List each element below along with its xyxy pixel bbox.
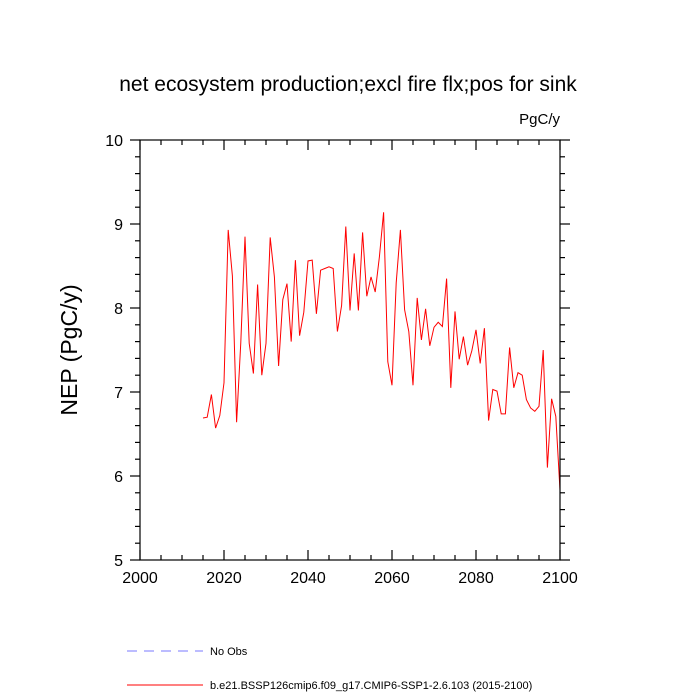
chart-title: net ecosystem production;excl fire flx;p… xyxy=(119,73,577,96)
x-tick-label: 2000 xyxy=(122,570,158,587)
series-line-0 xyxy=(202,212,561,491)
y-tick-label: 9 xyxy=(114,217,123,234)
y-tick-label: 10 xyxy=(105,133,123,150)
plot-frame xyxy=(139,139,561,561)
legend-label-model: b.e21.BSSP126cmip6.f09_g17.CMIP6-SSP1-2.… xyxy=(210,680,532,692)
y-tick-label: 7 xyxy=(114,385,123,402)
legend: No Obs b.e21.BSSP126cmip6.f09_g17.CMIP6-… xyxy=(127,646,532,692)
series-lines xyxy=(202,212,561,491)
y-tick-label: 6 xyxy=(114,469,123,486)
y-axis-label: NEP (PgC/y) xyxy=(56,284,82,415)
x-tick-label: 2040 xyxy=(290,570,326,587)
x-tick-label: 2060 xyxy=(374,570,410,587)
units-label: PgC/y xyxy=(519,111,560,128)
x-tick-label: 2100 xyxy=(542,570,578,587)
legend-label-obs: No Obs xyxy=(210,646,248,658)
x-tick-label: 2080 xyxy=(458,570,494,587)
y-tick-label: 5 xyxy=(114,553,123,570)
y-tick-label: 8 xyxy=(114,301,123,318)
x-tick-label: 2020 xyxy=(206,570,242,587)
axis-ticks: 2000 2020 2040 2060 2080 2100 5 6 7 8 9 10 xyxy=(105,133,578,587)
